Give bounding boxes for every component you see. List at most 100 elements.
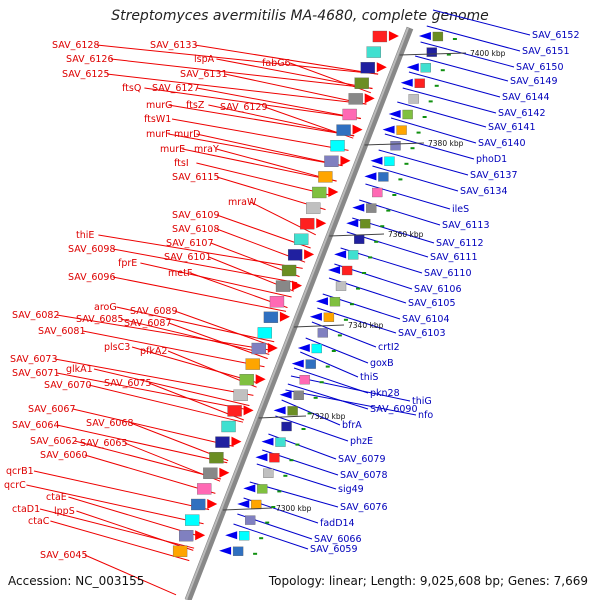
gene-label-left[interactable]: SAV_6045 — [40, 550, 88, 561]
gene-arrow[interactable] — [328, 187, 339, 197]
gene-label-left[interactable]: SAV_6073 — [10, 354, 58, 365]
gene-label-left[interactable]: SAV_6068 — [86, 418, 134, 429]
gene-label-left[interactable]: ctaD1 — [12, 504, 40, 515]
gene-label-left[interactable]: ftsI — [174, 158, 189, 169]
gene-label-right[interactable]: SAV_6134 — [460, 186, 508, 197]
gene-block[interactable] — [232, 546, 244, 556]
gene-arrow[interactable] — [237, 500, 250, 508]
gene-block[interactable] — [432, 31, 444, 42]
gene-label-left[interactable]: SAV_6096 — [68, 272, 116, 283]
gene-label-left[interactable]: SAV_6128 — [52, 40, 100, 51]
gene-label-left[interactable]: glkA1 — [66, 364, 93, 375]
gene-block[interactable] — [306, 202, 321, 214]
gene-arrow[interactable] — [418, 32, 431, 40]
gene-label-left[interactable]: SAV_6070 — [44, 380, 92, 391]
gene-arrow[interactable] — [279, 390, 292, 399]
gene-block[interactable] — [341, 265, 353, 276]
gene-block[interactable] — [342, 108, 357, 121]
gene-label-right[interactable]: SAV_6104 — [402, 314, 450, 325]
gene-label-left[interactable]: SAV_6127 — [152, 83, 200, 94]
gene-block[interactable] — [281, 421, 292, 432]
gene-label-left[interactable]: mraW — [228, 197, 257, 208]
gene-label-left[interactable]: murD — [174, 129, 201, 140]
gene-label-left[interactable]: ftsZ — [186, 100, 205, 111]
gene-label-left[interactable]: SAV_6060 — [40, 450, 88, 461]
gene-arrow[interactable] — [261, 437, 274, 446]
gene-arrow[interactable] — [219, 467, 230, 478]
gene-label-right[interactable]: phzE — [350, 436, 373, 447]
gene-arrow[interactable] — [279, 311, 290, 322]
gene-label-right[interactable]: fadD14 — [320, 518, 355, 529]
gene-block[interactable] — [305, 359, 316, 369]
gene-arrow[interactable] — [382, 125, 395, 134]
gene-arrow[interactable] — [255, 374, 266, 385]
gene-arrow[interactable] — [376, 62, 387, 73]
gene-label-right[interactable]: goxB — [370, 358, 394, 369]
gene-block[interactable] — [336, 124, 351, 136]
gene-block[interactable] — [390, 141, 401, 151]
gene-label-right[interactable]: SAV_6144 — [502, 92, 550, 103]
gene-block[interactable] — [329, 297, 341, 307]
gene-label-right[interactable]: SAV_6110 — [424, 268, 472, 279]
gene-arrow[interactable] — [406, 63, 419, 72]
gene-block[interactable] — [408, 94, 419, 104]
gene-arrow[interactable] — [309, 312, 322, 321]
gene-label-right[interactable]: SAV_6078 — [340, 470, 388, 481]
gene-label-left[interactable]: murF — [146, 129, 171, 140]
gene-arrow[interactable] — [364, 93, 375, 104]
gene-block[interactable] — [287, 249, 303, 261]
gene-block[interactable] — [366, 203, 377, 213]
gene-block[interactable] — [269, 296, 285, 308]
gene-arrow[interactable] — [328, 266, 341, 274]
gene-label-right[interactable]: phoD1 — [476, 154, 507, 165]
gene-label-left[interactable]: SAV_6065 — [80, 438, 128, 449]
gene-label-right[interactable]: SAV_6152 — [532, 30, 580, 41]
gene-label-left[interactable]: ftsQ — [122, 83, 141, 94]
gene-label-right[interactable]: SAV_6079 — [338, 454, 386, 465]
gene-arrow[interactable] — [316, 218, 327, 229]
gene-block[interactable] — [263, 311, 279, 323]
gene-label-left[interactable]: SAV_6109 — [172, 210, 220, 221]
gene-label-left[interactable]: SAV_6098 — [68, 244, 116, 255]
gene-block[interactable] — [221, 420, 236, 433]
gene-block[interactable] — [372, 30, 388, 43]
gene-block[interactable] — [245, 358, 260, 370]
gene-label-right[interactable]: SAV_6111 — [430, 252, 478, 263]
gene-block[interactable] — [360, 219, 371, 229]
gene-arrow[interactable] — [364, 172, 377, 181]
gene-label-right[interactable]: ileS — [452, 204, 469, 215]
gene-label-right[interactable]: SAV_6105 — [408, 298, 456, 309]
gene-arrow[interactable] — [273, 406, 286, 415]
gene-label-right[interactable]: SAV_6076 — [340, 502, 388, 513]
gene-arrow[interactable] — [340, 155, 351, 166]
gene-label-right[interactable]: SAV_6137 — [470, 170, 518, 181]
gene-label-left[interactable]: SAV_6115 — [172, 172, 220, 183]
gene-block[interactable] — [197, 483, 212, 495]
gene-label-right[interactable]: SAV_6142 — [498, 108, 546, 119]
gene-label-right[interactable]: pkn28 — [370, 388, 400, 399]
gene-label-left[interactable]: SAV_6071 — [12, 368, 60, 379]
gene-label-left[interactable]: SAV_6101 — [164, 252, 212, 263]
gene-label-left[interactable]: SAV_6125 — [62, 69, 110, 80]
gene-arrow[interactable] — [352, 124, 363, 135]
gene-label-left[interactable]: SAV_6107 — [166, 238, 214, 249]
gene-label-left[interactable]: SAV_6075 — [104, 378, 152, 389]
gene-block[interactable] — [354, 77, 369, 89]
gene-block[interactable] — [191, 498, 206, 511]
gene-block[interactable] — [372, 187, 383, 198]
gene-label-left[interactable]: SAV_6081 — [38, 326, 86, 337]
gene-block[interactable] — [420, 63, 431, 73]
gene-block[interactable] — [185, 514, 200, 526]
gene-block[interactable] — [299, 375, 310, 385]
gene-block[interactable] — [426, 47, 437, 57]
gene-label-left[interactable]: plsC3 — [104, 342, 130, 353]
gene-label-left[interactable]: SAV_6064 — [12, 420, 60, 431]
gene-block[interactable] — [257, 327, 273, 339]
gene-label-left[interactable]: SAV_6085 — [76, 314, 124, 325]
gene-label-left[interactable]: ctaC — [28, 516, 50, 527]
gene-block[interactable] — [348, 93, 363, 105]
gene-block[interactable] — [396, 125, 407, 135]
gene-block[interactable] — [378, 172, 389, 182]
gene-arrow[interactable] — [388, 31, 399, 41]
gene-block[interactable] — [402, 109, 413, 120]
